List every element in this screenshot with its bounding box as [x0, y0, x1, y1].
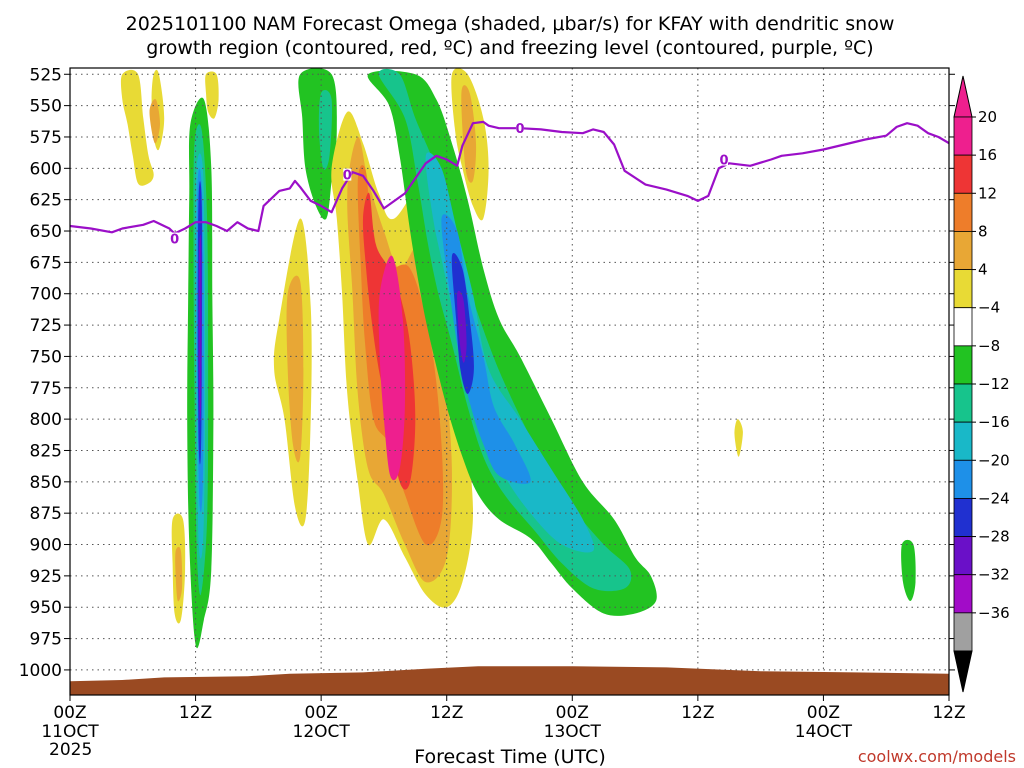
credit-text: coolwx.com/models: [858, 747, 1016, 766]
colorbar-swatch-3: [953, 231, 973, 270]
colorbar-label-5: −4: [978, 299, 1000, 317]
colorbar-label-6: −8: [978, 337, 1000, 355]
omega-region-22: [378, 255, 406, 481]
colorbar-label-13: −36: [978, 604, 1010, 622]
y-tick-label-525: 525: [30, 65, 62, 85]
x-tick-label-84: 12Z: [932, 703, 965, 723]
y-tick-label-900: 900: [30, 536, 62, 556]
omega-region-0: [120, 69, 154, 186]
x-tick-date-72: 14OCT: [795, 722, 853, 742]
colorbar-label-0: 20: [978, 108, 997, 126]
omega-region-16: [298, 68, 337, 220]
colorbar-swatch-4: [953, 269, 973, 309]
y-tick-label-775: 775: [30, 379, 62, 399]
x-tick-date-0: 11OCT: [41, 722, 99, 742]
x-tick-year-0: 2025: [49, 740, 92, 760]
y-tick-label-625: 625: [30, 191, 62, 211]
terrain-fill: [70, 666, 949, 695]
colorbar-swatch-1: [953, 154, 973, 194]
colorbar-label-8: −16: [978, 413, 1010, 431]
colorbar-swatch-0: [953, 116, 973, 156]
colorbar-swatch-8: [953, 421, 973, 461]
freezing-label-bg-0: [170, 232, 179, 245]
y-tick-label-875: 875: [30, 504, 62, 524]
omega-region-13: [198, 234, 202, 421]
y-tick-label-700: 700: [30, 285, 62, 305]
freezing-label-bg-3: [720, 153, 729, 166]
freezing-level-label-3: 0: [719, 154, 728, 169]
y-tick-label-550: 550: [30, 97, 62, 117]
colorbar-swatch-2: [953, 192, 973, 232]
chart-title-line1: 2025101100 NAM Forecast Omega (shaded, μ…: [126, 13, 895, 35]
y-tick-label-725: 725: [30, 316, 62, 336]
freezing-level-label-2: 0: [515, 122, 524, 137]
y-tick-label-575: 575: [30, 128, 62, 148]
y-tick-label-800: 800: [30, 410, 62, 430]
y-tick-label-675: 675: [30, 253, 62, 273]
colorbar-swatch-7: [953, 383, 973, 423]
y-tick-label-750: 750: [30, 347, 62, 367]
y-tick-label-950: 950: [30, 598, 62, 618]
x-tick-date-24: 12OCT: [293, 722, 351, 742]
x-tick-date-48: 13OCT: [544, 722, 602, 742]
freezing-level-layer: 0 0 0 0: [70, 120, 949, 248]
y-tick-label-650: 650: [30, 222, 62, 242]
x-tick-label-60: 12Z: [681, 703, 714, 723]
freezing-level-line: [70, 120, 949, 235]
x-tick-label-72: 00Z: [807, 703, 840, 723]
colorbar-bottom-arrow: [953, 650, 973, 693]
x-tick-label-24: 00Z: [305, 703, 338, 723]
freezing-label-bg-1: [343, 168, 352, 181]
freezing-level-label-1: 0: [343, 169, 352, 184]
omega-shading-layer: [120, 68, 916, 649]
y-tick-label-600: 600: [30, 159, 62, 179]
colorbar-label-10: −24: [978, 489, 1010, 507]
y-axis-ticks: 525 550 575 600 625 650 675 700 725 750 775 800 825 8…: [19, 65, 955, 681]
freezing-label-bg-2: [515, 122, 524, 135]
colorbar-label-11: −28: [978, 528, 1010, 546]
colorbar-label-2: 12: [978, 184, 997, 202]
y-tick-label-975: 975: [30, 630, 62, 650]
terrain-layer: [70, 666, 949, 695]
x-tick-label-36: 12Z: [430, 703, 463, 723]
colorbar-label-3: 8: [978, 222, 988, 240]
omega-region-2: [149, 99, 161, 144]
freezing-level-label-0: 0: [170, 233, 179, 248]
colorbar-label-7: −12: [978, 375, 1010, 393]
colorbar-swatch-10: [953, 498, 973, 537]
colorbar: 20 16 12 8 4 −4 −8 −12 −16 −20 −24 −28 −32 −36: [953, 75, 1010, 693]
x-tick-label-48: 00Z: [556, 703, 589, 723]
colorbar-label-1: 16: [978, 146, 997, 164]
colorbar-top-arrow: [953, 75, 973, 118]
omega-region-30: [457, 290, 467, 363]
colorbar-swatch-9: [953, 459, 973, 499]
y-tick-label-850: 850: [30, 473, 62, 493]
x-tick-label-12: 12Z: [179, 703, 212, 723]
omega-region-5: [175, 546, 183, 602]
colorbar-label-12: −32: [978, 566, 1010, 584]
omega-region-3: [205, 71, 219, 119]
colorbar-label-4: 4: [978, 261, 988, 279]
x-axis-label: Forecast Time (UTC): [414, 746, 605, 768]
omega-region-7: [901, 539, 916, 601]
colorbar-swatch-13: [953, 612, 973, 652]
x-tick-label-0: 00Z: [53, 703, 86, 723]
colorbar-label-9: −20: [978, 451, 1010, 469]
omega-region-17: [318, 90, 333, 170]
omega-region-15: [286, 275, 304, 463]
omega-region-6: [734, 419, 743, 457]
colorbar-swatch-6: [953, 345, 973, 385]
y-tick-label-925: 925: [30, 567, 62, 587]
y-tick-label-1000: 1000: [19, 661, 62, 681]
chart-title-line2: growth region (contoured, red, ºC) and f…: [146, 37, 873, 59]
colorbar-swatch-12: [953, 574, 973, 614]
colorbar-swatch-11: [953, 536, 973, 576]
y-tick-label-825: 825: [30, 441, 62, 461]
plot-frame: [69, 67, 950, 696]
colorbar-swatch-5: [953, 307, 973, 347]
